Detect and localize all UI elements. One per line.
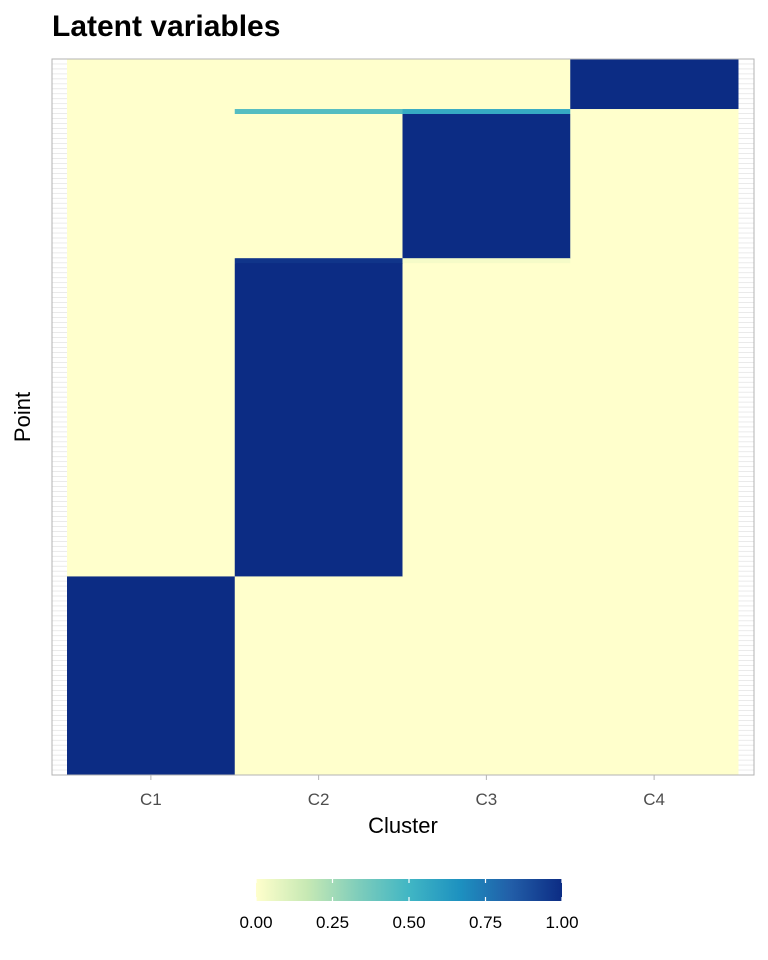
heatmap-cell xyxy=(570,108,739,114)
heatmap-cell xyxy=(67,113,236,259)
legend-colorbar xyxy=(256,879,562,901)
heatmap-cell xyxy=(570,262,739,577)
heatmap-cell xyxy=(402,576,571,776)
heatmap-cell xyxy=(67,108,236,114)
heatmap-cell xyxy=(402,257,571,264)
x-tick-label: C2 xyxy=(308,790,330,809)
legend-tick-label: 0.00 xyxy=(239,913,272,932)
point-grid xyxy=(52,58,754,776)
heatmap-cells xyxy=(67,59,739,776)
heatmap-cell xyxy=(234,257,403,264)
heatmap-cell xyxy=(234,113,403,259)
heatmap-cell xyxy=(570,113,739,259)
x-tick-label: C3 xyxy=(476,790,498,809)
heatmap-cell xyxy=(402,59,571,110)
x-axis-title: Cluster xyxy=(368,813,438,838)
heatmap-cell xyxy=(402,108,571,114)
heatmap-cell xyxy=(67,576,236,776)
x-tick-label: C1 xyxy=(140,790,162,809)
heatmap-cell xyxy=(67,262,236,577)
legend-tick-label: 0.50 xyxy=(392,913,425,932)
plot-border xyxy=(51,58,755,776)
legend-tick-label: 0.75 xyxy=(469,913,502,932)
y-axis-title: Point xyxy=(10,392,35,442)
chart-title: Latent variables xyxy=(52,10,280,43)
x-axis-ticks: C1 C2 C3 C4 xyxy=(140,775,665,809)
heatmap-cell xyxy=(234,59,403,110)
legend-ticks: 0.00 0.25 0.50 0.75 1.00 xyxy=(239,879,579,932)
heatmap-cell xyxy=(570,576,739,776)
legend-tick-label: 0.25 xyxy=(316,913,349,932)
heatmap-cell xyxy=(234,262,403,577)
heatmap-cell xyxy=(570,59,739,110)
color-legend: 0.00 0.25 0.50 0.75 1.00 xyxy=(239,879,579,932)
x-tick-label: C4 xyxy=(643,790,665,809)
heatmap-cell xyxy=(402,262,571,577)
heatmap-cell xyxy=(570,257,739,264)
legend-tick-label: 1.00 xyxy=(545,913,578,932)
heatmap-cell xyxy=(67,257,236,264)
heatmap-cell xyxy=(402,113,571,259)
heatmap-cell xyxy=(67,59,236,110)
heatmap-cell xyxy=(234,576,403,776)
heatmap-cell xyxy=(234,108,403,114)
